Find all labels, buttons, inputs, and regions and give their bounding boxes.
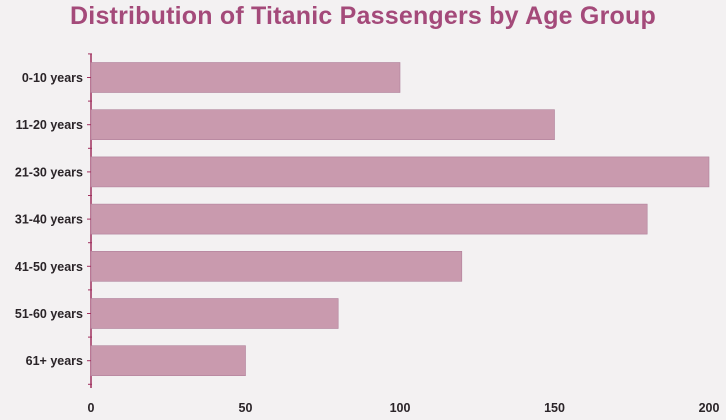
x-tick-label: 50 bbox=[239, 401, 253, 415]
bar-6 bbox=[90, 298, 339, 329]
bar-3 bbox=[90, 156, 710, 188]
category-label: 61+ years bbox=[26, 354, 83, 368]
x-tick-label: 100 bbox=[390, 401, 411, 415]
category-label: 51-60 years bbox=[15, 307, 83, 321]
x-tick-label: 150 bbox=[544, 401, 565, 415]
bar-7 bbox=[90, 345, 246, 377]
category-label: 21-30 years bbox=[15, 165, 83, 179]
x-tick-label: 0 bbox=[88, 401, 95, 415]
bar-4 bbox=[90, 203, 648, 235]
x-tick-label: 200 bbox=[699, 401, 720, 415]
category-label: 0-10 years bbox=[22, 71, 83, 85]
chart-title: Distribution of Titanic Passengers by Ag… bbox=[70, 2, 656, 30]
category-label: 31-40 years bbox=[15, 213, 83, 227]
bar-5 bbox=[90, 251, 463, 282]
bar-2 bbox=[90, 109, 555, 140]
category-label: 11-20 years bbox=[16, 118, 83, 132]
category-label: 41-50 years bbox=[15, 260, 83, 274]
bar-1 bbox=[90, 62, 401, 93]
